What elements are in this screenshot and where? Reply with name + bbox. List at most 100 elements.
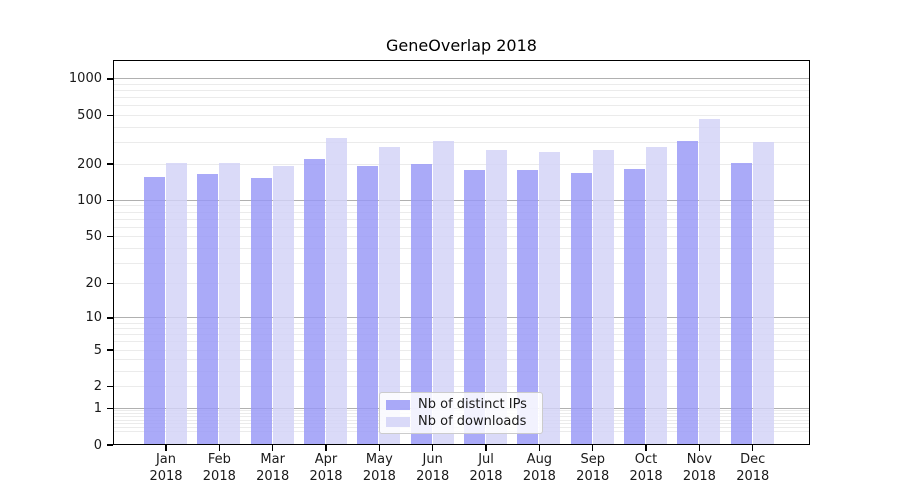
y-gridline-minor <box>114 328 809 330</box>
y-gridline-minor <box>114 247 809 249</box>
y-tick-label: 100 <box>77 192 102 208</box>
x-tick-label: May 2018 <box>349 451 409 485</box>
legend: Nb of distinct IPs Nb of downloads <box>379 392 543 434</box>
y-tick-label: 20 <box>85 276 102 292</box>
x-tick <box>272 445 274 451</box>
y-gridline-minor <box>114 262 809 264</box>
bar-downloads <box>379 147 401 444</box>
y-tick-label: 50 <box>85 229 102 245</box>
bar-distinct-ips <box>357 165 379 444</box>
bar-downloads <box>166 163 187 444</box>
x-tick-label: Dec 2018 <box>723 451 783 485</box>
bar-downloads <box>326 138 348 444</box>
x-tick <box>592 445 594 451</box>
y-gridline-minor <box>114 349 809 351</box>
bar-distinct-ips <box>730 163 752 444</box>
bar-distinct-ips <box>197 174 219 444</box>
x-tick-label: Jan 2018 <box>136 451 196 485</box>
x-tick-label-year: 2018 <box>576 469 610 484</box>
y-gridline-minor <box>114 105 809 107</box>
y-gridline-major <box>114 317 809 319</box>
legend-swatch-downloads <box>386 416 410 427</box>
x-tick <box>165 445 167 451</box>
y-tick <box>107 444 113 446</box>
x-tick <box>432 445 434 451</box>
y-gridline-minor <box>114 115 809 117</box>
bar-downloads <box>592 150 614 444</box>
y-tick <box>107 407 113 409</box>
y-gridline-minor <box>114 359 809 361</box>
bar-downloads <box>432 140 454 444</box>
bar-downloads <box>539 152 561 444</box>
x-tick-label-year: 2018 <box>736 469 770 484</box>
bar-downloads <box>752 141 774 444</box>
bar-distinct-ips <box>624 168 646 444</box>
y-tick <box>107 349 113 351</box>
y-gridline-minor <box>114 90 809 92</box>
x-tick-label-year: 2018 <box>309 469 343 484</box>
bar-downloads <box>646 147 668 444</box>
y-tick <box>107 78 113 80</box>
bar-distinct-ips <box>677 140 699 444</box>
x-tick-label: Jul 2018 <box>456 451 516 485</box>
bar-downloads <box>272 165 294 444</box>
x-tick-label-year: 2018 <box>629 469 663 484</box>
y-gridline-minor <box>114 142 809 144</box>
legend-item-distinct-ips: Nb of distinct IPs <box>380 396 542 413</box>
bar-distinct-ips <box>144 177 165 444</box>
x-tick <box>378 445 380 451</box>
bar-distinct-ips <box>250 178 272 444</box>
x-tick-label: Sep 2018 <box>563 451 623 485</box>
y-tick <box>107 386 113 388</box>
y-gridline-major <box>114 199 809 201</box>
y-gridline-minor <box>114 334 809 336</box>
y-tick <box>107 115 113 117</box>
x-tick-label-year: 2018 <box>416 469 450 484</box>
y-tick-label: 2 <box>93 379 102 395</box>
x-tick-label: Oct 2018 <box>616 451 676 485</box>
x-tick-label-year: 2018 <box>682 469 716 484</box>
x-tick-label: Apr 2018 <box>296 451 356 485</box>
y-gridline-minor <box>114 211 809 213</box>
bar-distinct-ips <box>464 170 486 444</box>
chart-title: GeneOverlap 2018 <box>386 36 537 55</box>
x-tick-label: Aug 2018 <box>509 451 569 485</box>
legend-label-downloads: Nb of downloads <box>418 414 527 429</box>
y-tick-label: 1 <box>93 400 102 416</box>
y-gridline-minor <box>114 218 809 220</box>
y-tick <box>107 317 113 319</box>
y-tick <box>107 236 113 238</box>
x-tick <box>698 445 700 451</box>
plot-area <box>113 60 810 445</box>
x-tick-label: Nov 2018 <box>669 451 729 485</box>
x-tick-label-year: 2018 <box>522 469 556 484</box>
bar-downloads <box>699 119 721 444</box>
bar-distinct-ips <box>410 164 432 444</box>
y-gridline-minor <box>114 84 809 86</box>
y-tick-label: 5 <box>93 342 102 358</box>
legend-item-downloads: Nb of downloads <box>380 413 542 430</box>
y-tick <box>107 283 113 285</box>
x-tick-label: Feb 2018 <box>189 451 249 485</box>
bar-distinct-ips <box>570 173 592 444</box>
y-gridline-minor <box>114 283 809 285</box>
y-tick-label: 1000 <box>68 71 102 87</box>
x-tick <box>538 445 540 451</box>
bar-distinct-ips <box>517 170 539 444</box>
y-tick-label: 10 <box>85 310 102 326</box>
y-gridline-minor <box>114 236 809 238</box>
x-tick-label-year: 2018 <box>362 469 396 484</box>
y-tick-label: 0 <box>93 437 102 453</box>
y-tick-label: 200 <box>77 156 102 172</box>
y-gridline-minor <box>114 341 809 343</box>
y-gridline-minor <box>114 163 809 165</box>
x-tick <box>218 445 220 451</box>
x-tick-label: Jun 2018 <box>403 451 463 485</box>
x-tick <box>325 445 327 451</box>
y-gridline-minor <box>114 97 809 99</box>
y-gridline-minor <box>114 226 809 228</box>
legend-label-distinct-ips: Nb of distinct IPs <box>418 397 527 412</box>
x-tick-label-year: 2018 <box>469 469 503 484</box>
y-tick-label: 500 <box>77 108 102 124</box>
